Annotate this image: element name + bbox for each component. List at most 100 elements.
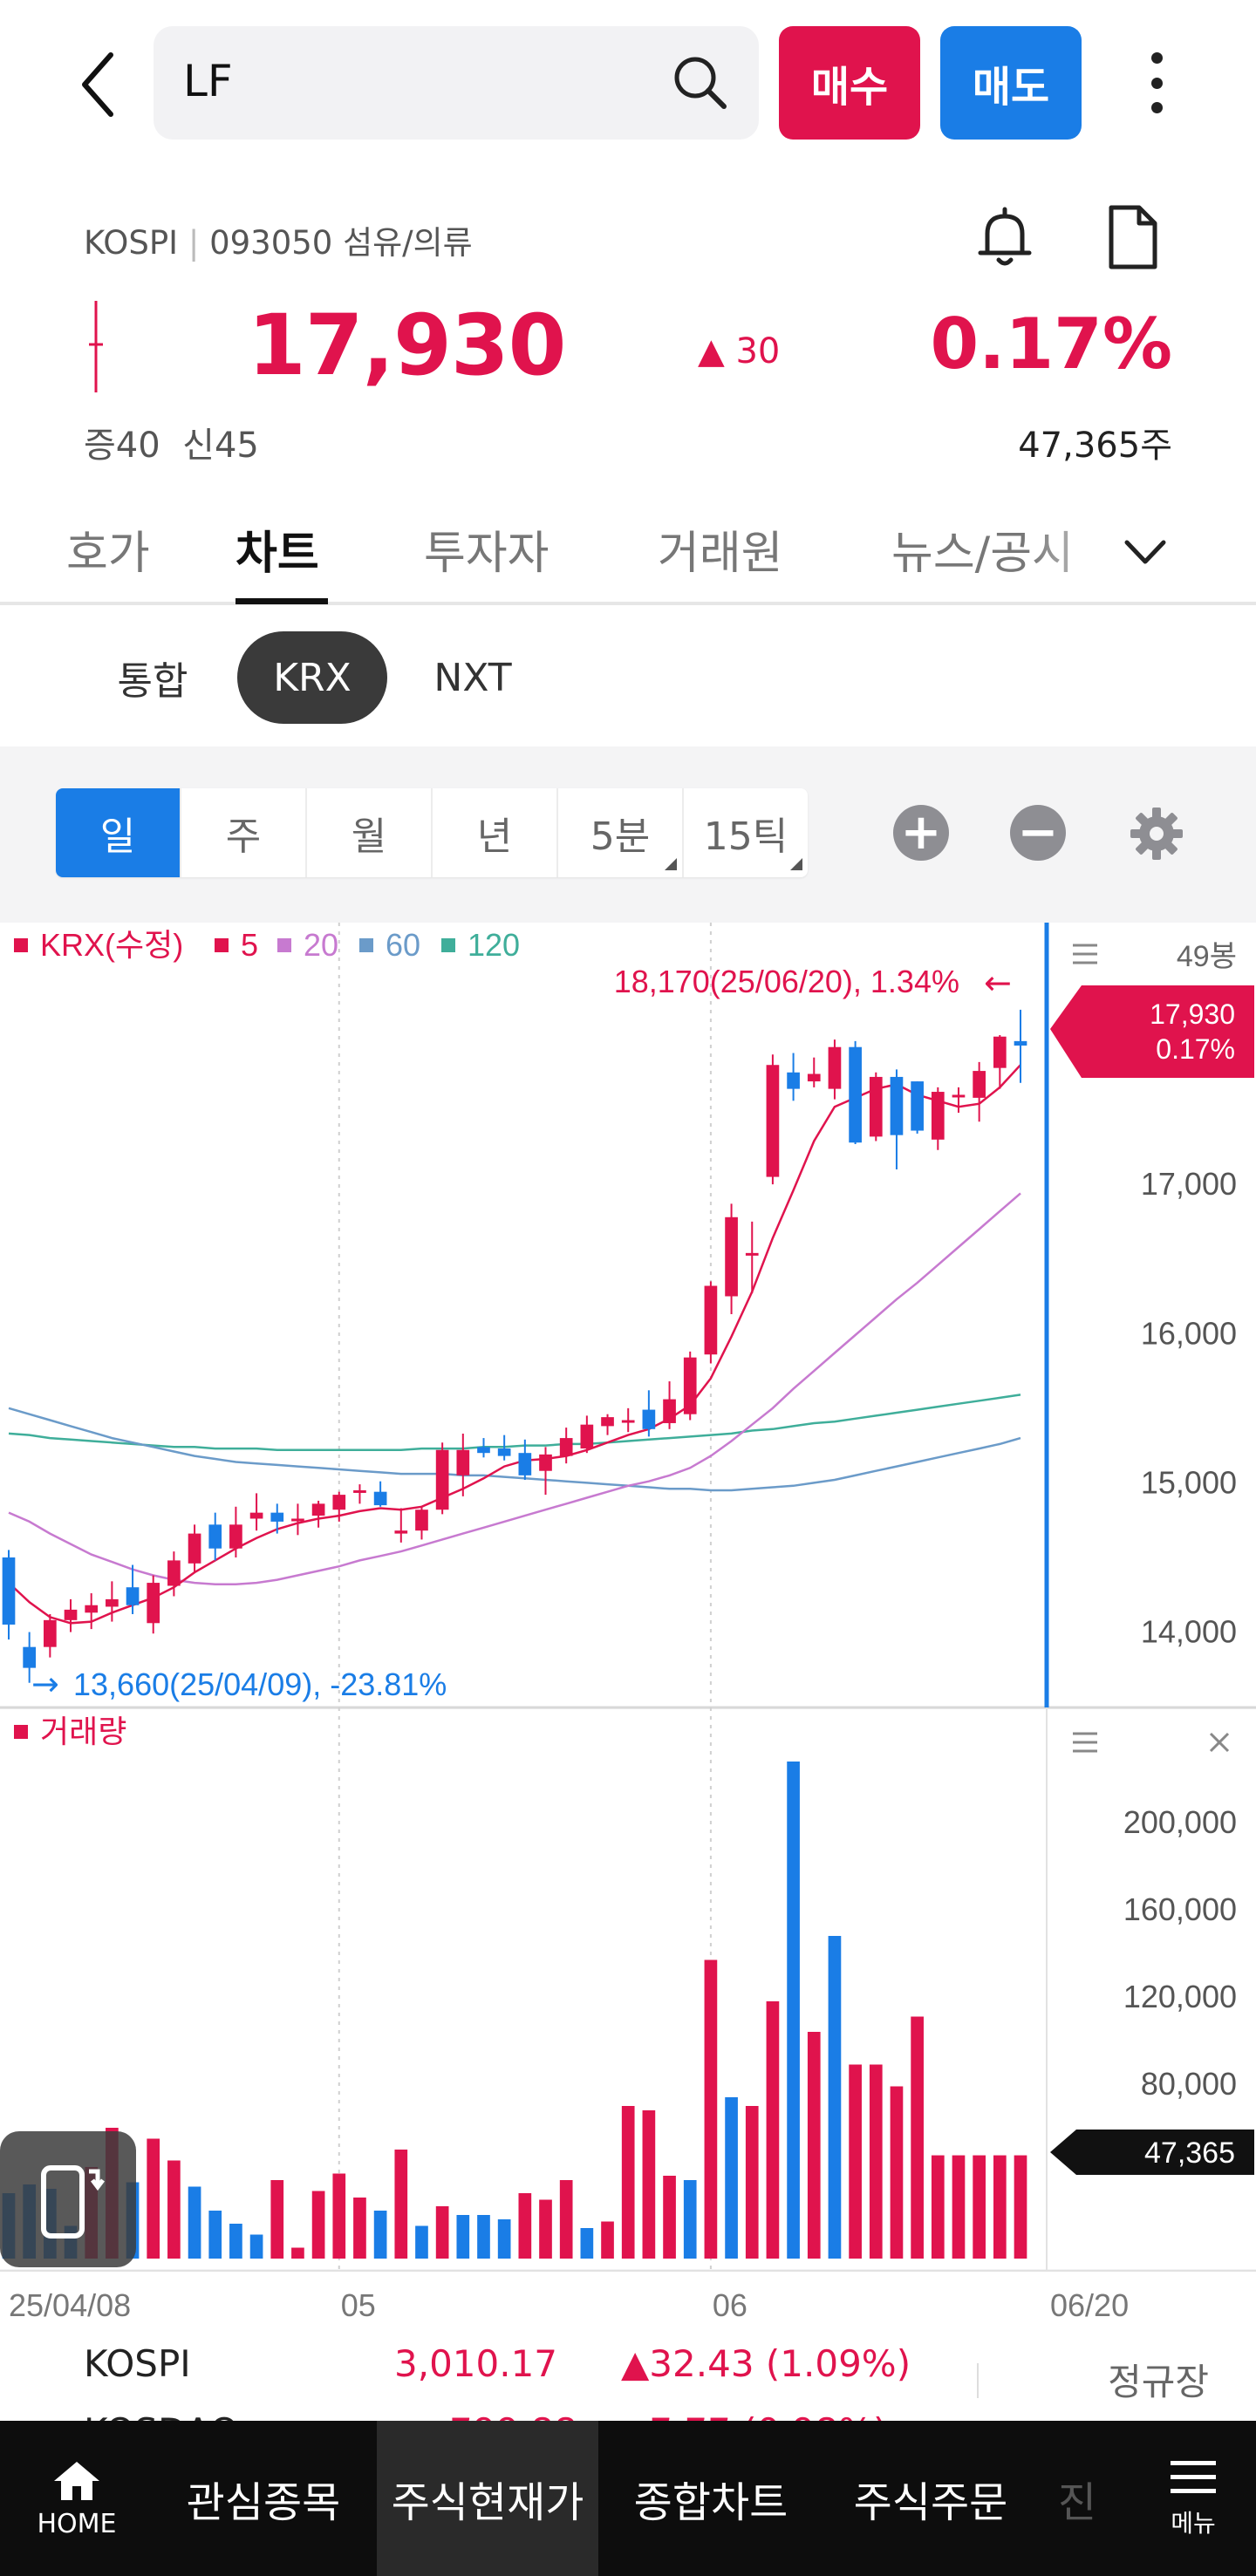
phone-switch-icon[interactable]	[0, 2131, 136, 2267]
candle	[621, 1407, 635, 1433]
volume-bar	[332, 2173, 346, 2259]
volume-bar	[766, 2001, 780, 2259]
volume-bar	[188, 2186, 201, 2259]
period-tick[interactable]: 15틱	[684, 788, 808, 877]
candle-body	[828, 1046, 842, 1089]
low-annotation: 13,660(25/04/09), -23.81%	[73, 1666, 447, 1702]
candle-body	[580, 1424, 594, 1449]
candle-body	[725, 1216, 738, 1297]
buy-button[interactable]: 매수	[779, 26, 920, 140]
market-ticker[interactable]: KOSPI 3,010.17 ▲32.43 (1.09%) KOSDAQ 799…	[0, 2342, 1256, 2421]
current-price-tag-value: 17,930	[1150, 998, 1235, 1030]
volume-bar	[849, 2064, 862, 2259]
nav-current-price[interactable]: 주식현재가	[377, 2421, 598, 2576]
nav-menu[interactable]: 메뉴	[1130, 2421, 1256, 2576]
volume-bar	[911, 2016, 924, 2259]
detail-tabs: 호가 차트 투자자 거래원 뉴스/공시	[0, 497, 1256, 605]
date-tick-label: 06/20	[1050, 2287, 1129, 2323]
sell-button[interactable]: 매도	[940, 26, 1082, 140]
legend-ma5-swatch	[215, 938, 229, 952]
chart-legend: KRX(수정) 5 20 60 120	[14, 927, 520, 963]
kebab-icon[interactable]	[1129, 44, 1184, 122]
kospi-value: 3,010.17	[394, 2342, 558, 2385]
volume-bar	[993, 2155, 1007, 2259]
stock-chart[interactable]: 14,000 15,000 16,000 17,000 80,000 120,000 16…	[0, 923, 1256, 2342]
candle	[208, 1512, 222, 1561]
price-tick-label: 17,000	[1141, 1166, 1237, 1202]
change-rate: 0.17%	[930, 303, 1172, 385]
gear-icon[interactable]	[1127, 804, 1186, 863]
volume-bar	[745, 2106, 759, 2259]
legend-ma60-swatch	[359, 938, 373, 952]
nav-composite-chart[interactable]: 종합차트	[633, 2478, 788, 2527]
candle-body	[106, 1598, 119, 1607]
date-tick-label: 25/04/08	[9, 2287, 131, 2323]
period-minute-label: 5분	[590, 814, 651, 859]
market-info: KOSPI | 093050 섬유/의류	[84, 224, 473, 262]
search-icon[interactable]	[670, 52, 731, 113]
document-icon[interactable]	[1097, 202, 1167, 272]
candle-body	[683, 1357, 697, 1414]
plus-icon[interactable]: +	[893, 805, 949, 861]
date-tick-label: 06	[713, 2287, 747, 2323]
period-tick-label: 15틱	[703, 814, 788, 859]
volume-bar	[642, 2110, 656, 2259]
candle	[642, 1390, 656, 1437]
nav-order[interactable]: 주식주문	[853, 2478, 1008, 2527]
nav-home[interactable]: HOME	[0, 2421, 154, 2576]
current-price: 17,930	[248, 296, 566, 394]
ma60-line	[8, 1407, 1021, 1492]
search-input[interactable]: LF	[154, 26, 759, 140]
minus-icon[interactable]: −	[1010, 805, 1066, 861]
candle	[456, 1433, 470, 1496]
volume-bar	[559, 2180, 573, 2259]
candle-body	[208, 1524, 222, 1549]
tab-chart[interactable]: 차트	[236, 528, 319, 580]
high-annotation: 18,170(25/06/20), 1.34%	[614, 964, 959, 999]
candle-body	[126, 1587, 140, 1605]
legend-main: KRX(수정)	[40, 927, 183, 963]
candle	[106, 1581, 119, 1622]
candle	[952, 1087, 966, 1113]
volume-bar	[890, 2086, 904, 2259]
search-query: LF	[183, 56, 233, 106]
legend-ma20-swatch	[277, 938, 291, 952]
hamburger-icon[interactable]	[1073, 1732, 1097, 1753]
candle-body	[332, 1495, 346, 1510]
period-weekly[interactable]: 주	[181, 788, 307, 877]
nav-watchlist[interactable]: 관심종목	[186, 2478, 341, 2527]
volume-bar	[229, 2224, 242, 2259]
tab-orderbook[interactable]: 호가	[66, 528, 150, 580]
legend-ma120-swatch	[441, 938, 455, 952]
chevron-down-icon[interactable]	[1115, 521, 1176, 583]
candle	[229, 1506, 242, 1557]
candle	[663, 1381, 676, 1429]
period-yearly[interactable]: 년	[433, 788, 558, 877]
period-monthly[interactable]: 월	[307, 788, 433, 877]
candle	[580, 1415, 594, 1454]
volume-bar	[167, 2160, 181, 2259]
tab-broker[interactable]: 거래원	[658, 528, 783, 580]
market-option-nxt[interactable]: NXT	[433, 655, 512, 700]
tab-investor[interactable]: 투자자	[424, 528, 550, 580]
candle	[64, 1598, 78, 1632]
candle-body	[229, 1524, 242, 1549]
hamburger-icon	[1171, 2461, 1216, 2493]
period-minute[interactable]: 5분	[558, 788, 684, 877]
current-price-tag: 17,930 0.17%	[1050, 985, 1254, 1078]
back-button[interactable]	[68, 45, 129, 124]
bell-icon[interactable]	[970, 202, 1040, 272]
close-icon[interactable]	[1209, 1732, 1230, 1753]
market-option-combined[interactable]: 통합	[117, 659, 188, 704]
ma120-line	[8, 1394, 1021, 1452]
candle	[188, 1524, 201, 1573]
candle	[518, 1439, 532, 1480]
stock-code: 093050	[209, 224, 333, 262]
candle-body	[663, 1399, 676, 1423]
market-option-krx[interactable]: KRX	[237, 631, 387, 724]
volume-bar	[601, 2221, 614, 2259]
period-daily[interactable]: 일	[56, 788, 181, 877]
nav-more-item[interactable]: 진	[1057, 2478, 1097, 2527]
hamburger-icon[interactable]	[1073, 944, 1097, 964]
candle-body	[807, 1073, 821, 1082]
